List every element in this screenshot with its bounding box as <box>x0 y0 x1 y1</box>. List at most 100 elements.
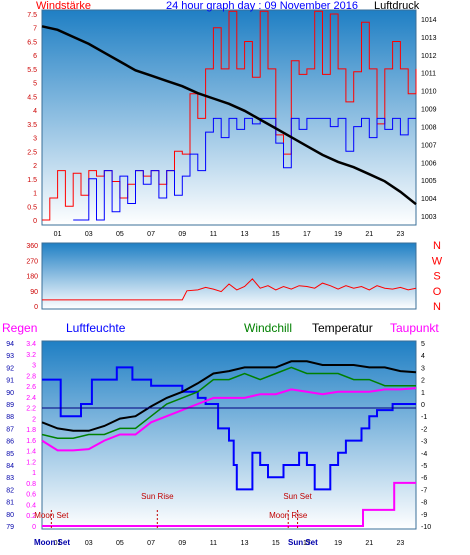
temp-x-tick-label: 01 <box>54 540 62 547</box>
temp-x-tick-label: 09 <box>178 540 186 547</box>
temperature-tick-label: 4 <box>421 353 425 360</box>
wind-x-tick-label: 13 <box>241 231 249 238</box>
wind-tick-label: 4.5 <box>27 94 37 101</box>
pressure-tick-label: 1014 <box>421 17 437 24</box>
sun-moon-events: Moon Set Sun Rise Moon Rise Sun Set <box>34 492 313 529</box>
humidity-tick-label: 93 <box>6 353 14 360</box>
humidity-ticks: 79 80 81 82 83 84 85 86 87 88 89 90 91 92 93 94 <box>6 341 14 531</box>
wind-x-ticks: 01 03 05 07 09 11 13 15 17 19 21 23 <box>54 231 405 238</box>
dewpoint-series-line <box>41 387 417 452</box>
wind-x-tick-label: 15 <box>272 231 280 238</box>
temperature-tick-label: -3 <box>421 439 427 446</box>
legend-dewpoint: Taupunkt <box>390 321 439 335</box>
direction-left-ticks: 0 90 180 270 360 <box>26 243 38 311</box>
pressure-tick-label: 1006 <box>421 160 437 167</box>
temp-x-tick-label: 13 <box>241 540 249 547</box>
bottom-sun-set: Sun Set <box>288 538 318 547</box>
humidity-series-line <box>42 366 416 491</box>
wind-tick-label: 4 <box>33 108 37 115</box>
compass-label: O <box>433 286 442 298</box>
legend-rain: Regen <box>2 321 37 335</box>
event-label: Moon Rise <box>269 511 308 520</box>
temperature-tick-label: -9 <box>421 512 427 519</box>
temp-x-tick-label: 05 <box>116 540 124 547</box>
pressure-tick-label: 1011 <box>421 71 436 78</box>
event-label: Sun Rise <box>141 492 174 501</box>
humidity-tick-label: 92 <box>6 365 14 372</box>
pressure-tick-label: 1005 <box>421 178 437 185</box>
temp-x-tick-label: 07 <box>147 540 155 547</box>
wind-tick-label: 1 <box>33 191 37 198</box>
pressure-tick-label: 1009 <box>421 107 437 114</box>
wind-tick-label: 5.5 <box>27 67 37 74</box>
wind-x-tick-label: 09 <box>178 231 186 238</box>
pressure-tick-label: 1003 <box>421 214 437 221</box>
temperature-tick-label: -5 <box>421 463 427 470</box>
direction-series-line <box>42 278 417 301</box>
compass-label: S <box>433 271 440 283</box>
rain-tick-label: 3 <box>32 363 36 370</box>
legend-humidity: Luftfeuchte <box>66 321 126 335</box>
temperature-tick-label: -6 <box>421 475 427 482</box>
direction-tick-label: 0 <box>34 304 38 311</box>
temperature-tick-label: 2 <box>421 378 425 385</box>
wind-tick-label: 6.5 <box>27 39 37 46</box>
pressure-series-line <box>41 25 417 206</box>
rain-tick-label: 3.4 <box>26 341 36 348</box>
temperature-tick-label: -4 <box>421 451 427 458</box>
windchill-series-line <box>41 366 416 439</box>
wind-x-tick-label: 23 <box>397 231 405 238</box>
rain-tick-label: 1.2 <box>26 459 36 466</box>
wind-tick-label: 0 <box>33 218 37 225</box>
wind-tick-label: 1.5 <box>27 177 37 184</box>
pressure-axis-label: Luftdruck <box>374 0 420 12</box>
humidity-tick-label: 94 <box>6 341 14 348</box>
pressure-tick-label: 1012 <box>421 53 437 60</box>
temp-x-tick-label: 15 <box>272 540 280 547</box>
wind-tick-label: 3 <box>33 136 37 143</box>
wind-x-tick-label: 05 <box>116 231 124 238</box>
humidity-tick-label: 88 <box>6 414 14 421</box>
humidity-tick-label: 87 <box>6 426 14 433</box>
temperature-series-line <box>41 360 417 432</box>
rain-tick-label: 1.4 <box>26 449 36 456</box>
rain-tick-label: 0.2 <box>26 513 36 520</box>
rain-ticks: 0 0.2 0.4 0.6 0.8 1 1.2 1.4 1.6 1.8 2 2.2 2.4 2.6 2.8 3… <box>26 341 36 531</box>
rain-tick-label: 0.8 <box>26 481 36 488</box>
gust-series-line <box>73 117 416 221</box>
wind-x-tick-label: 03 <box>85 231 93 238</box>
temperature-tick-label: -7 <box>421 487 427 494</box>
wind-x-tick-label: 19 <box>334 231 342 238</box>
rain-tick-label: 0.4 <box>26 502 36 509</box>
direction-tick-label: 360 <box>26 243 38 250</box>
pressure-right-ticks: 1003 1004 1005 1006 1007 1008 1009 1010 1011 1012… <box>421 17 437 221</box>
legend-temperature: Temperatur <box>312 321 373 335</box>
compass-label: W <box>432 255 443 267</box>
rain-tick-label: 2.8 <box>26 373 36 380</box>
temperature-tick-label: 0 <box>421 402 425 409</box>
rain-series-line <box>42 481 416 527</box>
temperature-tick-label: -10 <box>421 524 431 531</box>
wind-x-tick-label: 01 <box>54 231 62 238</box>
humidity-tick-label: 90 <box>6 390 14 397</box>
temp-x-tick-label: 19 <box>334 540 342 547</box>
wind-tick-label: 3.5 <box>27 122 37 129</box>
temperature-tick-label: -1 <box>421 414 427 421</box>
rain-tick-label: 2.6 <box>26 384 36 391</box>
wind-x-tick-label: 17 <box>303 231 311 238</box>
compass-label: N <box>433 240 441 252</box>
temp-x-tick-label: 21 <box>365 540 373 547</box>
pressure-tick-label: 1004 <box>421 196 437 203</box>
rain-tick-label: 1.6 <box>26 438 36 445</box>
temp-x-tick-label: 11 <box>210 540 217 547</box>
pressure-tick-label: 1008 <box>421 124 437 131</box>
wind-tick-label: 0.5 <box>27 204 37 211</box>
bottom-moon-set: Moon Set <box>34 538 70 547</box>
direction-tick-label: 270 <box>26 258 38 265</box>
rain-tick-label: 0 <box>32 524 36 531</box>
rain-tick-label: 3.2 <box>26 352 36 359</box>
temp-x-ticks: 01 03 05 07 09 11 13 15 17 19 21 23 <box>54 540 405 547</box>
wind-tick-label: 7.5 <box>27 12 37 19</box>
